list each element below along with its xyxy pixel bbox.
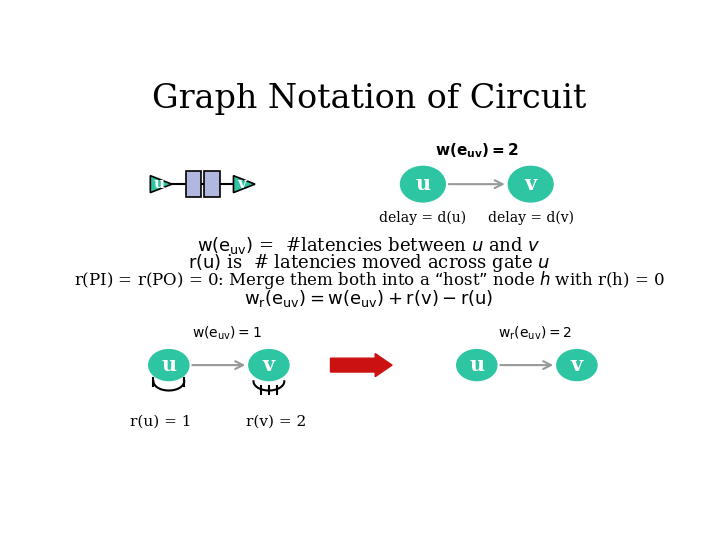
Bar xyxy=(204,171,220,197)
Bar xyxy=(186,171,201,197)
Text: $\mathbf{w(e_{uv}) = 2}$: $\mathbf{w(e_{uv}) = 2}$ xyxy=(435,141,518,159)
Text: delay = d(v): delay = d(v) xyxy=(487,211,574,225)
Text: $\mathrm{w(e_{uv}) = 1}$: $\mathrm{w(e_{uv}) = 1}$ xyxy=(192,325,261,342)
Text: u: u xyxy=(153,177,164,191)
Text: $\mathrm{w(e_{uv})}$ =  #latencies between $u$ and $v$: $\mathrm{w(e_{uv})}$ = #latencies betwee… xyxy=(197,235,541,256)
Text: v: v xyxy=(571,355,583,375)
Ellipse shape xyxy=(248,349,289,381)
Text: r(PI) = r(PO) = 0: Merge them both into a “host” node $h$ with r(h) = 0: r(PI) = r(PO) = 0: Merge them both into … xyxy=(73,268,665,291)
Ellipse shape xyxy=(148,349,189,381)
Polygon shape xyxy=(150,176,172,193)
Ellipse shape xyxy=(400,166,446,202)
Polygon shape xyxy=(233,176,255,193)
Text: r(v) = 2: r(v) = 2 xyxy=(246,415,307,429)
Text: v: v xyxy=(263,355,275,375)
FancyArrow shape xyxy=(330,354,392,377)
Ellipse shape xyxy=(456,349,498,381)
Text: u: u xyxy=(469,355,485,375)
Text: $\mathrm{r(u)}$ is  # latencies moved across gate $u$: $\mathrm{r(u)}$ is # latencies moved acr… xyxy=(188,252,550,274)
Text: $\mathrm{w_r(e_{uv}) = w(e_{uv}) + r(v) - r(u)}$: $\mathrm{w_r(e_{uv}) = w(e_{uv}) + r(v) … xyxy=(244,288,494,309)
Text: u: u xyxy=(415,174,431,194)
Ellipse shape xyxy=(508,166,554,202)
Text: r(u) = 1: r(u) = 1 xyxy=(130,415,192,429)
Text: $\mathrm{w_r(e_{uv}) = 2}$: $\mathrm{w_r(e_{uv}) = 2}$ xyxy=(498,325,572,342)
Text: Graph Notation of Circuit: Graph Notation of Circuit xyxy=(152,84,586,116)
Text: v: v xyxy=(238,177,246,191)
Text: u: u xyxy=(161,355,176,375)
Ellipse shape xyxy=(556,349,598,381)
Text: delay = d(u): delay = d(u) xyxy=(379,211,467,225)
Text: v: v xyxy=(525,174,537,194)
